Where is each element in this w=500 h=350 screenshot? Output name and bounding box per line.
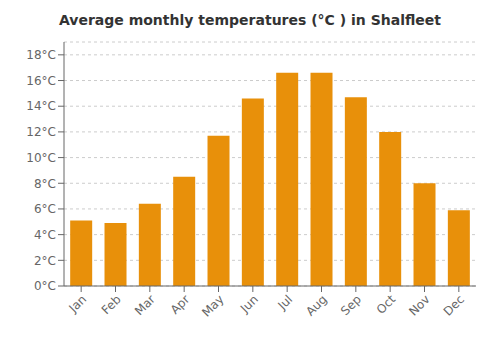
svg-text:Nov: Nov — [406, 292, 432, 318]
svg-text:8°C: 8°C — [34, 177, 56, 191]
svg-text:10°C: 10°C — [26, 151, 56, 165]
svg-text:Apr: Apr — [168, 292, 193, 317]
svg-text:2°C: 2°C — [34, 254, 56, 268]
svg-text:16°C: 16°C — [26, 74, 56, 88]
svg-text:Feb: Feb — [99, 292, 124, 317]
svg-text:18°C: 18°C — [26, 48, 56, 62]
svg-text:6°C: 6°C — [34, 202, 56, 216]
html-text:Average monthly temperatures (: Average monthly temperatures (°C ) in Sh… — [59, 12, 441, 28]
svg-text:4°C: 4°C — [34, 228, 56, 242]
svg-text:Oct: Oct — [374, 292, 399, 317]
svg-text:Aug: Aug — [303, 292, 329, 318]
svg-text:Jan: Jan — [66, 292, 90, 316]
svg-text:Sep: Sep — [338, 292, 364, 318]
svg-text:Dec: Dec — [441, 292, 467, 318]
svg-text:Jul: Jul — [274, 292, 295, 313]
svg-text:Jun: Jun — [237, 292, 261, 316]
svg-text:May: May — [199, 292, 226, 319]
svg-text:14°C: 14°C — [26, 99, 56, 113]
svg-text:Mar: Mar — [132, 292, 158, 318]
svg-text:0°C: 0°C — [34, 279, 56, 293]
svg-text:12°C: 12°C — [26, 125, 56, 139]
